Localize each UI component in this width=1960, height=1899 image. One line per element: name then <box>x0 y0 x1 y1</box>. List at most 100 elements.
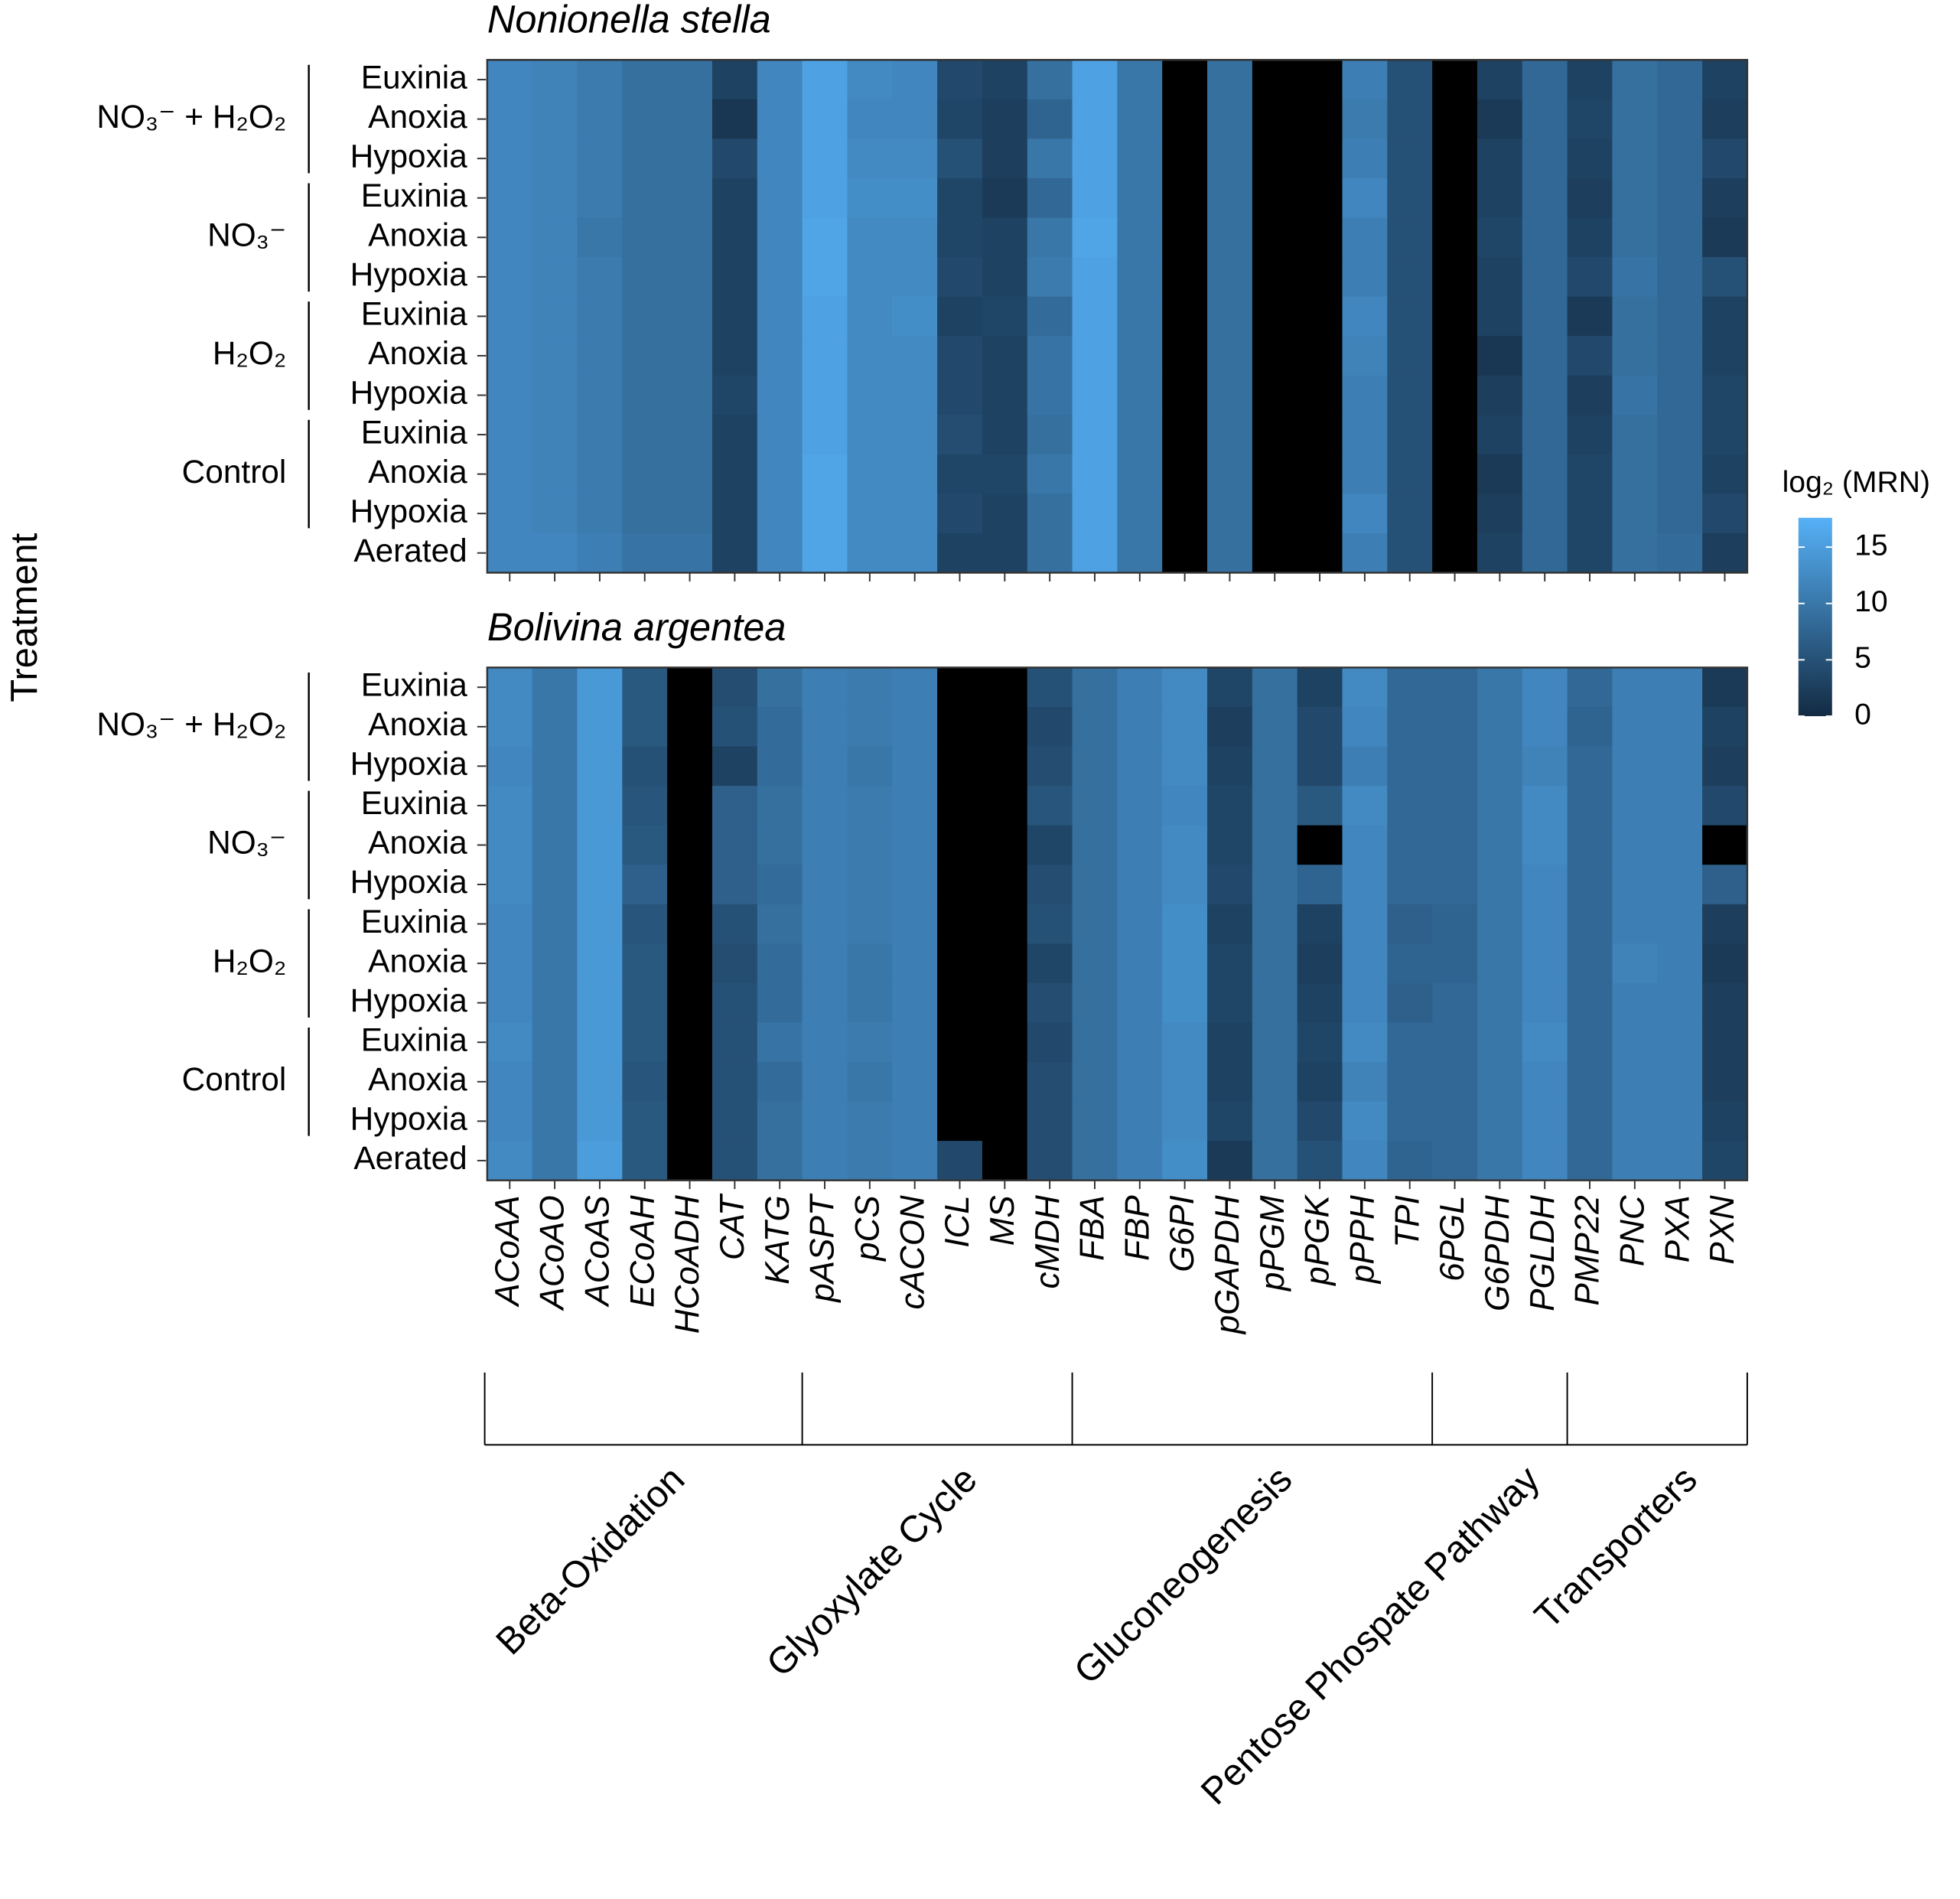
column-label: ACoAS <box>579 1195 617 1308</box>
na-cell <box>937 1101 983 1142</box>
heat-cell <box>1387 943 1433 984</box>
heat-cell <box>1567 493 1613 534</box>
column-label: TPI <box>1389 1195 1426 1247</box>
heat-cell <box>1657 746 1703 787</box>
heat-cell <box>1702 904 1748 945</box>
heat-cell <box>1072 178 1118 219</box>
heat-cell <box>1207 257 1253 298</box>
heat-cell <box>1072 1022 1118 1063</box>
heat-cell <box>1072 865 1118 905</box>
heat-cell <box>937 138 983 179</box>
heat-cell <box>532 454 578 495</box>
heat-cell <box>1657 296 1703 337</box>
heat-cell <box>1117 1101 1164 1142</box>
heat-cell <box>1657 825 1703 866</box>
heat-cell <box>487 667 533 708</box>
heat-cell <box>622 375 668 416</box>
heat-cell <box>847 1022 894 1063</box>
heat-cell <box>1522 746 1568 787</box>
heat-cell <box>1297 746 1343 787</box>
heat-cell <box>1117 825 1164 866</box>
heat-cell <box>1522 415 1568 455</box>
heat-cell <box>1072 825 1118 866</box>
heat-cell <box>1387 1022 1433 1063</box>
na-cell <box>937 746 983 787</box>
heat-cell <box>1162 865 1208 905</box>
heat-cell <box>1117 533 1164 574</box>
heat-cell <box>1702 1022 1748 1063</box>
heat-cell <box>1612 1101 1659 1142</box>
panel-border <box>486 666 1749 1181</box>
heat-cell <box>1072 1101 1118 1142</box>
heat-cell <box>1657 257 1703 298</box>
heat-cell <box>982 99 1028 140</box>
na-cell <box>1162 375 1208 416</box>
heat-cell <box>1567 865 1613 905</box>
heat-cell <box>487 375 533 416</box>
heat-cell <box>802 943 848 984</box>
na-cell <box>1432 415 1478 455</box>
heat-cell <box>1522 1022 1568 1063</box>
heat-cell <box>1117 667 1164 708</box>
row-label: Aerated <box>353 1140 467 1176</box>
na-cell <box>1702 825 1748 866</box>
heat-cell <box>802 904 848 945</box>
heat-cell <box>1522 454 1568 495</box>
heat-cell <box>757 746 803 787</box>
heat-cell <box>1477 943 1523 984</box>
heat-cell <box>1027 746 1073 787</box>
heat-cell <box>1612 786 1659 826</box>
panel-title: Bolivina argentea <box>487 605 786 649</box>
heat-cell <box>1027 217 1073 258</box>
column-label: pCS <box>848 1195 886 1262</box>
na-cell <box>1432 533 1478 574</box>
heat-cell <box>532 786 578 826</box>
na-cell <box>982 746 1028 787</box>
heat-cell <box>1522 493 1568 534</box>
heat-cell <box>757 454 803 495</box>
heat-cell <box>1297 865 1343 905</box>
row-label: Hypoxia <box>350 138 468 174</box>
heat-cell <box>1027 1101 1073 1142</box>
na-cell <box>1432 60 1478 100</box>
heat-cell <box>1612 415 1659 455</box>
heat-cell <box>487 1022 533 1063</box>
heat-cell <box>1567 138 1613 179</box>
heat-cell <box>1702 454 1748 495</box>
row-label: Euxinia <box>361 59 467 95</box>
heat-cell <box>757 943 803 984</box>
na-cell <box>1252 60 1298 100</box>
column-label: pPGK <box>1299 1194 1337 1287</box>
heat-cell <box>1162 786 1208 826</box>
heat-cell <box>892 60 938 100</box>
heat-cell <box>1342 336 1389 376</box>
na-cell <box>937 667 983 708</box>
heat-cell <box>892 336 938 376</box>
na-cell <box>937 904 983 945</box>
y-axis-title: Treatment <box>4 533 45 702</box>
column-label: PGLDH <box>1524 1195 1561 1311</box>
heat-cell <box>711 296 758 337</box>
heat-cell <box>1702 1141 1748 1181</box>
heat-cell <box>1702 60 1748 100</box>
heat-cell <box>532 138 578 179</box>
heat-cell <box>1522 99 1568 140</box>
heat-cell <box>1657 217 1703 258</box>
heat-cell <box>711 454 758 495</box>
heat-cell <box>1387 415 1433 455</box>
column-group-label: Gluconeogenesis <box>1066 1458 1300 1692</box>
heat-cell <box>1027 99 1073 140</box>
heat-cell <box>1342 60 1389 100</box>
heat-cell <box>1702 533 1748 574</box>
heat-cell <box>1477 786 1523 826</box>
heat-cell <box>1342 493 1389 534</box>
heat-cell <box>577 1101 623 1142</box>
heat-cell <box>577 982 623 1024</box>
heat-cell <box>487 1101 533 1142</box>
heat-cell <box>532 493 578 534</box>
heat-cell <box>1117 746 1164 787</box>
heat-cell <box>711 1062 758 1103</box>
heat-cell <box>802 257 848 298</box>
heat-cell <box>1657 375 1703 416</box>
